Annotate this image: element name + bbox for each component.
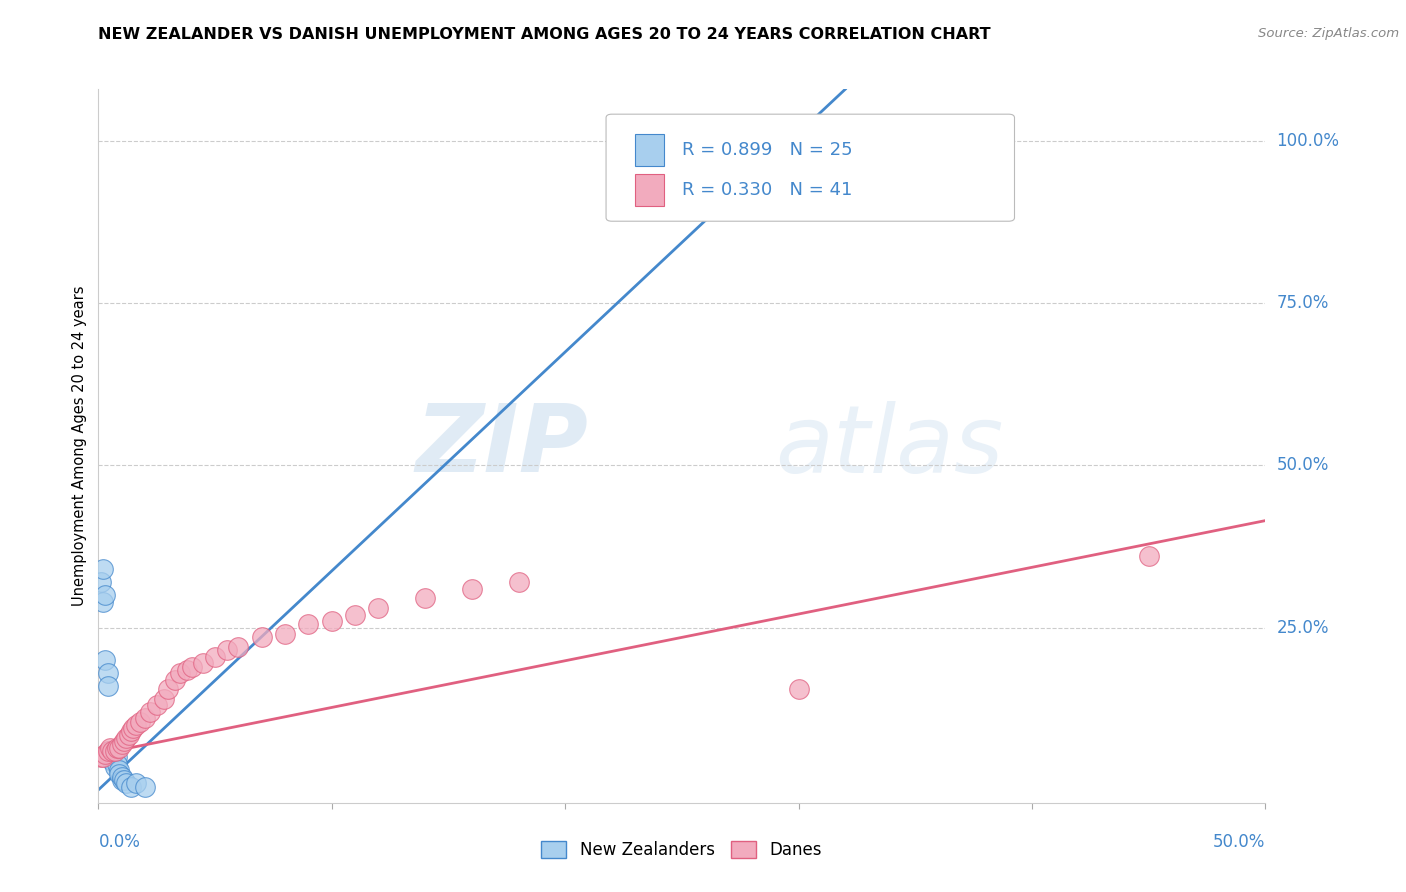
Point <box>101 744 124 758</box>
Point <box>91 562 114 576</box>
Point <box>104 760 127 774</box>
Point <box>129 714 152 729</box>
Point <box>97 744 120 758</box>
Point <box>112 734 135 748</box>
Point <box>111 770 134 784</box>
Point <box>94 588 117 602</box>
Y-axis label: Unemployment Among Ages 20 to 24 years: Unemployment Among Ages 20 to 24 years <box>72 285 87 607</box>
Point <box>250 631 273 645</box>
Text: 0.0%: 0.0% <box>98 833 141 851</box>
Point <box>120 724 142 739</box>
Point <box>101 754 124 768</box>
Point <box>98 750 121 764</box>
Text: ZIP: ZIP <box>416 400 589 492</box>
Text: 25.0%: 25.0% <box>1277 619 1329 637</box>
Point <box>215 643 238 657</box>
Point <box>125 718 148 732</box>
Point <box>176 663 198 677</box>
Point <box>108 764 131 778</box>
Point <box>125 776 148 790</box>
Text: R = 0.899   N = 25: R = 0.899 N = 25 <box>682 141 852 159</box>
Text: R = 0.330   N = 41: R = 0.330 N = 41 <box>682 181 852 199</box>
Point <box>111 773 134 788</box>
Point <box>91 750 114 764</box>
Text: 100.0%: 100.0% <box>1277 132 1340 150</box>
FancyBboxPatch shape <box>636 134 665 166</box>
FancyBboxPatch shape <box>636 174 665 206</box>
Point <box>297 617 319 632</box>
Point <box>139 705 162 719</box>
Point <box>104 744 127 758</box>
Point <box>274 627 297 641</box>
Point <box>108 766 131 780</box>
Point <box>146 698 169 713</box>
Point <box>508 575 530 590</box>
Point <box>321 614 343 628</box>
Point <box>180 659 202 673</box>
Point <box>97 679 120 693</box>
Text: NEW ZEALANDER VS DANISH UNEMPLOYMENT AMONG AGES 20 TO 24 YEARS CORRELATION CHART: NEW ZEALANDER VS DANISH UNEMPLOYMENT AMO… <box>98 27 991 42</box>
Point <box>152 692 174 706</box>
FancyBboxPatch shape <box>606 114 1015 221</box>
Point <box>111 738 134 752</box>
Point <box>134 780 156 794</box>
Text: 50.0%: 50.0% <box>1213 833 1265 851</box>
Point <box>157 682 180 697</box>
Point <box>90 575 112 590</box>
Point <box>461 582 484 596</box>
Point <box>90 750 112 764</box>
Point <box>134 711 156 725</box>
Text: Source: ZipAtlas.com: Source: ZipAtlas.com <box>1258 27 1399 40</box>
Point <box>104 744 127 758</box>
Point <box>91 595 114 609</box>
Point <box>193 657 215 671</box>
Point <box>101 747 124 761</box>
Point <box>108 740 131 755</box>
Point <box>367 601 389 615</box>
Point <box>1137 549 1160 564</box>
Point <box>105 750 128 764</box>
Point <box>413 591 436 606</box>
Point <box>204 649 226 664</box>
Point <box>112 773 135 788</box>
Point <box>787 682 810 697</box>
Point <box>94 653 117 667</box>
Point <box>344 607 367 622</box>
Point <box>105 740 128 755</box>
Point <box>98 740 121 755</box>
Point <box>115 731 138 745</box>
Point <box>94 747 117 761</box>
Text: 75.0%: 75.0% <box>1277 294 1329 312</box>
Point <box>228 640 250 654</box>
Point <box>120 780 142 794</box>
Point <box>169 666 191 681</box>
Point <box>118 728 141 742</box>
Point <box>97 666 120 681</box>
Point <box>98 744 121 758</box>
Text: 50.0%: 50.0% <box>1277 457 1329 475</box>
Text: atlas: atlas <box>775 401 1004 491</box>
Point <box>122 721 145 735</box>
Legend: New Zealanders, Danes: New Zealanders, Danes <box>534 834 830 866</box>
Point <box>165 673 187 687</box>
Point <box>105 756 128 771</box>
Point <box>115 776 138 790</box>
Point <box>799 153 821 168</box>
